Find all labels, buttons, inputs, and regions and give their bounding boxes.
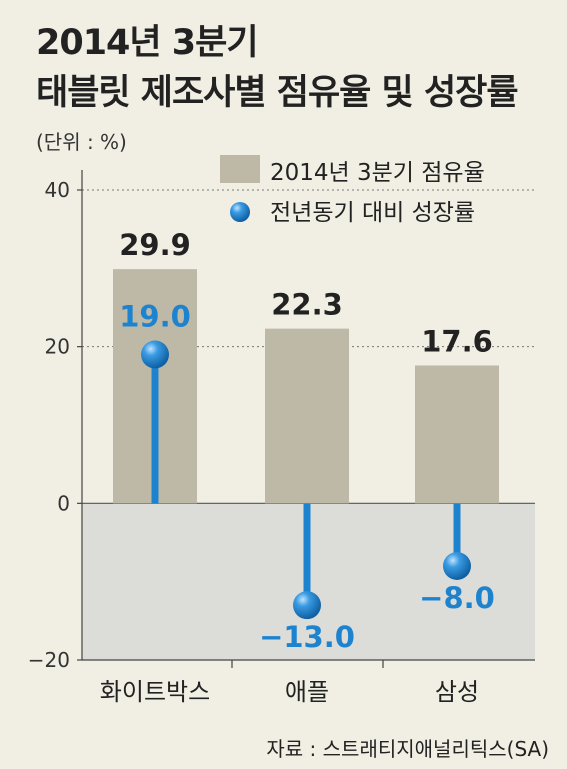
x-category-label: 화이트박스 [100,678,210,706]
share-bar [415,365,499,504]
share-value-label: 17.6 [421,324,493,358]
y-tick-label: 20 [45,335,70,359]
source-note: 자료 : 스트래티지애널리틱스(SA) [266,737,549,761]
growth-value-label: 19.0 [119,300,191,334]
y-tick-label: −20 [28,648,70,672]
growth-value-label: −8.0 [419,581,495,615]
x-category-label: 삼성 [435,678,479,706]
growth-point [443,552,471,580]
growth-point [293,591,321,620]
title-line-1: 2014년 3분기 [36,23,259,63]
share-bar [265,328,349,504]
legend-label-share: 2014년 3분기 점유율 [270,160,485,186]
legend-label-growth: 전년동기 대비 성장률 [270,200,475,226]
chart-title: 2014년 3분기 태블릿 제조사별 점유율 및 성장률 [36,18,519,118]
x-category-label: 애플 [285,678,329,706]
y-tick-label: 40 [45,178,70,202]
growth-value-label: −13.0 [259,620,355,654]
share-value-label: 29.9 [119,228,191,262]
title-line-2: 태블릿 제조사별 점유율 및 성장률 [36,73,519,113]
y-tick-label: 0 [57,491,70,515]
share-value-label: 22.3 [271,288,343,322]
legend-swatch-growth [230,202,250,222]
growth-point [141,340,169,369]
legend-swatch-share [220,155,260,183]
unit-label: (단위 : %) [36,130,127,154]
